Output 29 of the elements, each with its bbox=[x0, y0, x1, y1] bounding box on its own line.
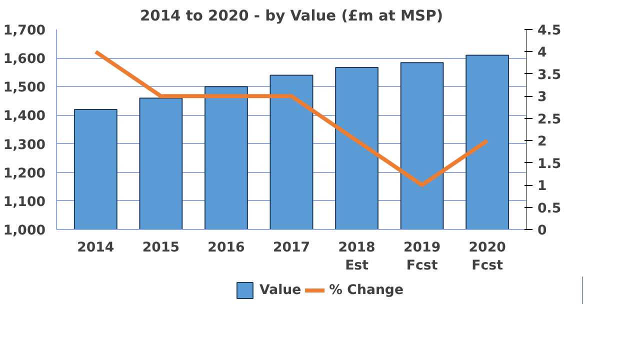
y-tick-label: 1,200 bbox=[3, 166, 46, 182]
line-series bbox=[94, 50, 490, 188]
y2-tick-label: 4 bbox=[538, 46, 547, 61]
y2-tick-label: 0.5 bbox=[538, 201, 562, 216]
legend-label: % Change bbox=[329, 282, 404, 298]
y-tick-label: 1,300 bbox=[3, 138, 46, 153]
y-tick-label: 1,000 bbox=[3, 224, 46, 238]
y2-tick-label: 4.5 bbox=[538, 24, 562, 38]
y2-tick-label: 3.5 bbox=[538, 68, 562, 83]
x-tick-label: 2015 bbox=[142, 240, 180, 256]
y2-tick-label: 2 bbox=[538, 134, 547, 150]
y2-tick-label: 1 bbox=[538, 179, 547, 194]
y-tick-label: 1,600 bbox=[3, 52, 46, 68]
y2-tick-label: 2.5 bbox=[538, 112, 562, 128]
x-tick-label: 2014 bbox=[77, 240, 114, 256]
x-tick-label: 2017 bbox=[272, 240, 310, 256]
x-tick-label: 2019 Fcst bbox=[404, 240, 441, 274]
x-tick-label: 2020 Fcst bbox=[468, 240, 506, 274]
chart-title: 2014 to 2020 - by Value (£m at MSP) bbox=[140, 8, 444, 24]
y2-tick-label: 3 bbox=[538, 90, 547, 106]
y2-tick-label: 1.5 bbox=[538, 156, 562, 172]
legend-label: Value bbox=[259, 282, 302, 298]
y-tick-label: 1,500 bbox=[3, 80, 46, 96]
y2-tick-label: 0 bbox=[538, 224, 547, 238]
y-tick-label: 1,100 bbox=[3, 194, 46, 210]
x-tick-label: 2016 bbox=[208, 240, 245, 256]
y-tick-label: 1,700 bbox=[3, 24, 46, 38]
x-tick-label: 2018 Est bbox=[338, 240, 376, 274]
y-tick-label: 1,400 bbox=[3, 109, 46, 124]
